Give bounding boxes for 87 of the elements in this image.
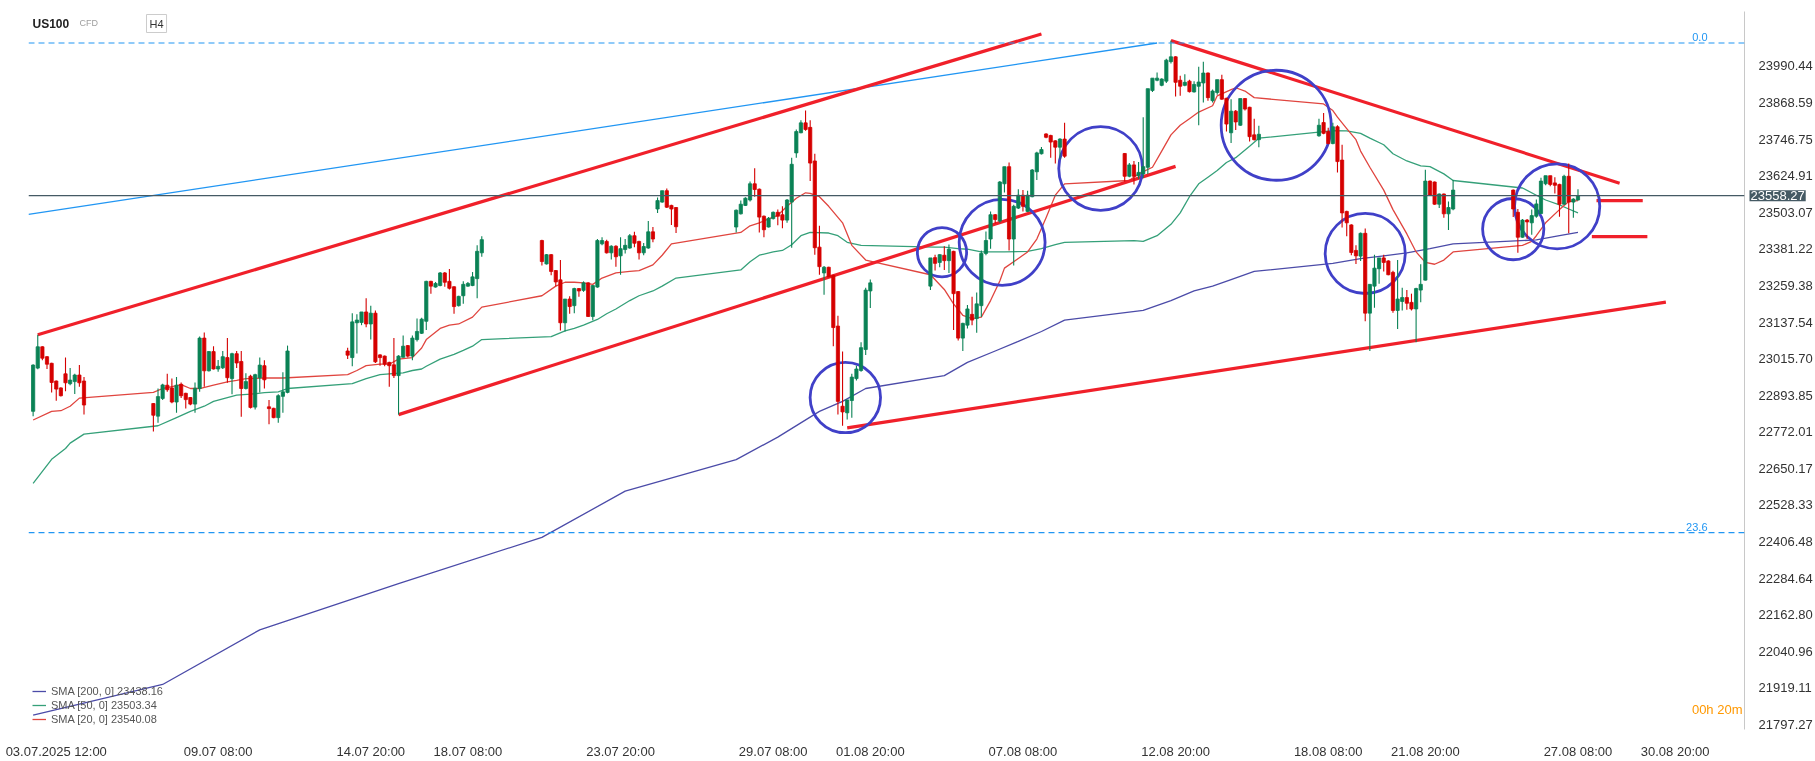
y-tick-label: 22162.80	[1758, 607, 1813, 623]
y-tick-label: 23259.38	[1758, 277, 1813, 293]
candlestick	[364, 297, 369, 328]
legend-label: SMA [20, 0] 23540.08	[51, 713, 157, 725]
candlestick	[428, 280, 433, 295]
candlestick	[1316, 118, 1321, 138]
candlestick	[933, 254, 938, 272]
candlestick	[1131, 160, 1136, 185]
y-tick-label: 23868.59	[1758, 95, 1813, 111]
y-tick-label: 23137.54	[1758, 314, 1813, 330]
x-tick-label: 21.08 20:00	[1391, 743, 1460, 759]
candlestick	[780, 205, 785, 229]
candlestick	[572, 287, 577, 314]
candlestick	[220, 350, 225, 370]
annotation: 23.6	[1686, 520, 1708, 533]
candlestick	[1229, 98, 1234, 144]
annotation: 0.0	[1692, 31, 1708, 44]
line-series	[32, 231, 1579, 716]
y-tick-label: 21797.27	[1758, 716, 1813, 732]
x-tick-label: 30.08 20:00	[1640, 743, 1710, 759]
x-tick-label: 27.08 08:00	[1543, 743, 1613, 759]
x-tick-label: 12.08 20:00	[1141, 743, 1210, 759]
y-tick-label: 22650.17	[1758, 460, 1813, 476]
candlestick	[1571, 197, 1576, 219]
x-tick-label: 07.08 08:00	[988, 743, 1058, 759]
x-tick-label: 18.08 08:00	[1293, 743, 1363, 759]
text: CFD	[79, 17, 99, 28]
candlestick	[391, 337, 396, 379]
y-tick-label: 23503.07	[1758, 204, 1813, 220]
candlestick	[461, 280, 466, 305]
candlestick	[1057, 137, 1062, 160]
candlestick	[970, 296, 975, 326]
y-tick-label: 23990.44	[1758, 58, 1813, 74]
x-tick-label: 23.07 20:00	[586, 743, 655, 759]
candlestick	[618, 236, 623, 276]
y-tick-label: 23624.91	[1758, 168, 1813, 184]
y-tick-label: 23381.22	[1758, 241, 1813, 257]
candlestick	[1358, 231, 1363, 262]
candlestick	[1414, 287, 1419, 343]
x-tick-label: 03.07.2025 12:00	[5, 743, 107, 759]
candlestick	[225, 337, 230, 384]
candlestick	[539, 239, 544, 266]
candlestick	[169, 378, 174, 404]
candlestick	[942, 245, 947, 271]
candlestick	[151, 402, 156, 432]
annotation: H4	[149, 17, 164, 30]
candlestick	[576, 287, 581, 298]
candlestick	[216, 359, 221, 373]
candlestick	[267, 399, 272, 425]
y-tick-label: 22406.48	[1758, 533, 1813, 549]
candlestick	[946, 243, 951, 274]
y-tick-label: 22528.33	[1758, 497, 1813, 513]
candlestick	[563, 298, 568, 333]
candlestick	[68, 367, 73, 386]
candlestick	[368, 305, 373, 341]
y-tick-label: 22284.64	[1758, 570, 1813, 586]
candlestick	[211, 345, 216, 371]
candlestick	[1395, 259, 1400, 330]
y-tick-label: 22772.01	[1758, 424, 1813, 440]
x-tick-label: 18.07 08:00	[433, 743, 503, 759]
candlestick	[822, 265, 827, 296]
candlestick	[613, 244, 618, 268]
x-tick-label: 09.07 08:00	[183, 743, 253, 759]
candlestick	[1256, 125, 1261, 148]
y-tick-label: 23015.70	[1758, 351, 1813, 367]
candlestick	[1575, 188, 1581, 202]
candlestick	[1441, 192, 1446, 219]
ref-line-label: 23558.27	[1750, 188, 1805, 204]
y-tick-label: 21919.11	[1758, 680, 1812, 696]
candlestick	[1233, 109, 1238, 131]
y-tick-label: 23746.75	[1758, 131, 1813, 147]
candlestick	[262, 359, 267, 390]
x-tick-label: 14.07 20:00	[336, 743, 406, 759]
y-tick-label: 22893.85	[1758, 387, 1813, 403]
candlestick	[1122, 152, 1127, 182]
candlestick	[1020, 189, 1025, 212]
y-tick-label: 22040.96	[1758, 643, 1813, 659]
candlestick	[1062, 122, 1067, 159]
chart-title: US100	[32, 16, 70, 31]
x-tick-label: 29.07 08:00	[738, 743, 808, 759]
candlestick	[63, 357, 68, 392]
candlestick	[174, 376, 179, 414]
annotation: 00h 20m	[1691, 702, 1743, 717]
candlestick	[1511, 188, 1516, 218]
candlestick	[1432, 180, 1437, 206]
candlestick	[155, 387, 161, 424]
x-tick-label: 01.08 20:00	[835, 743, 905, 759]
